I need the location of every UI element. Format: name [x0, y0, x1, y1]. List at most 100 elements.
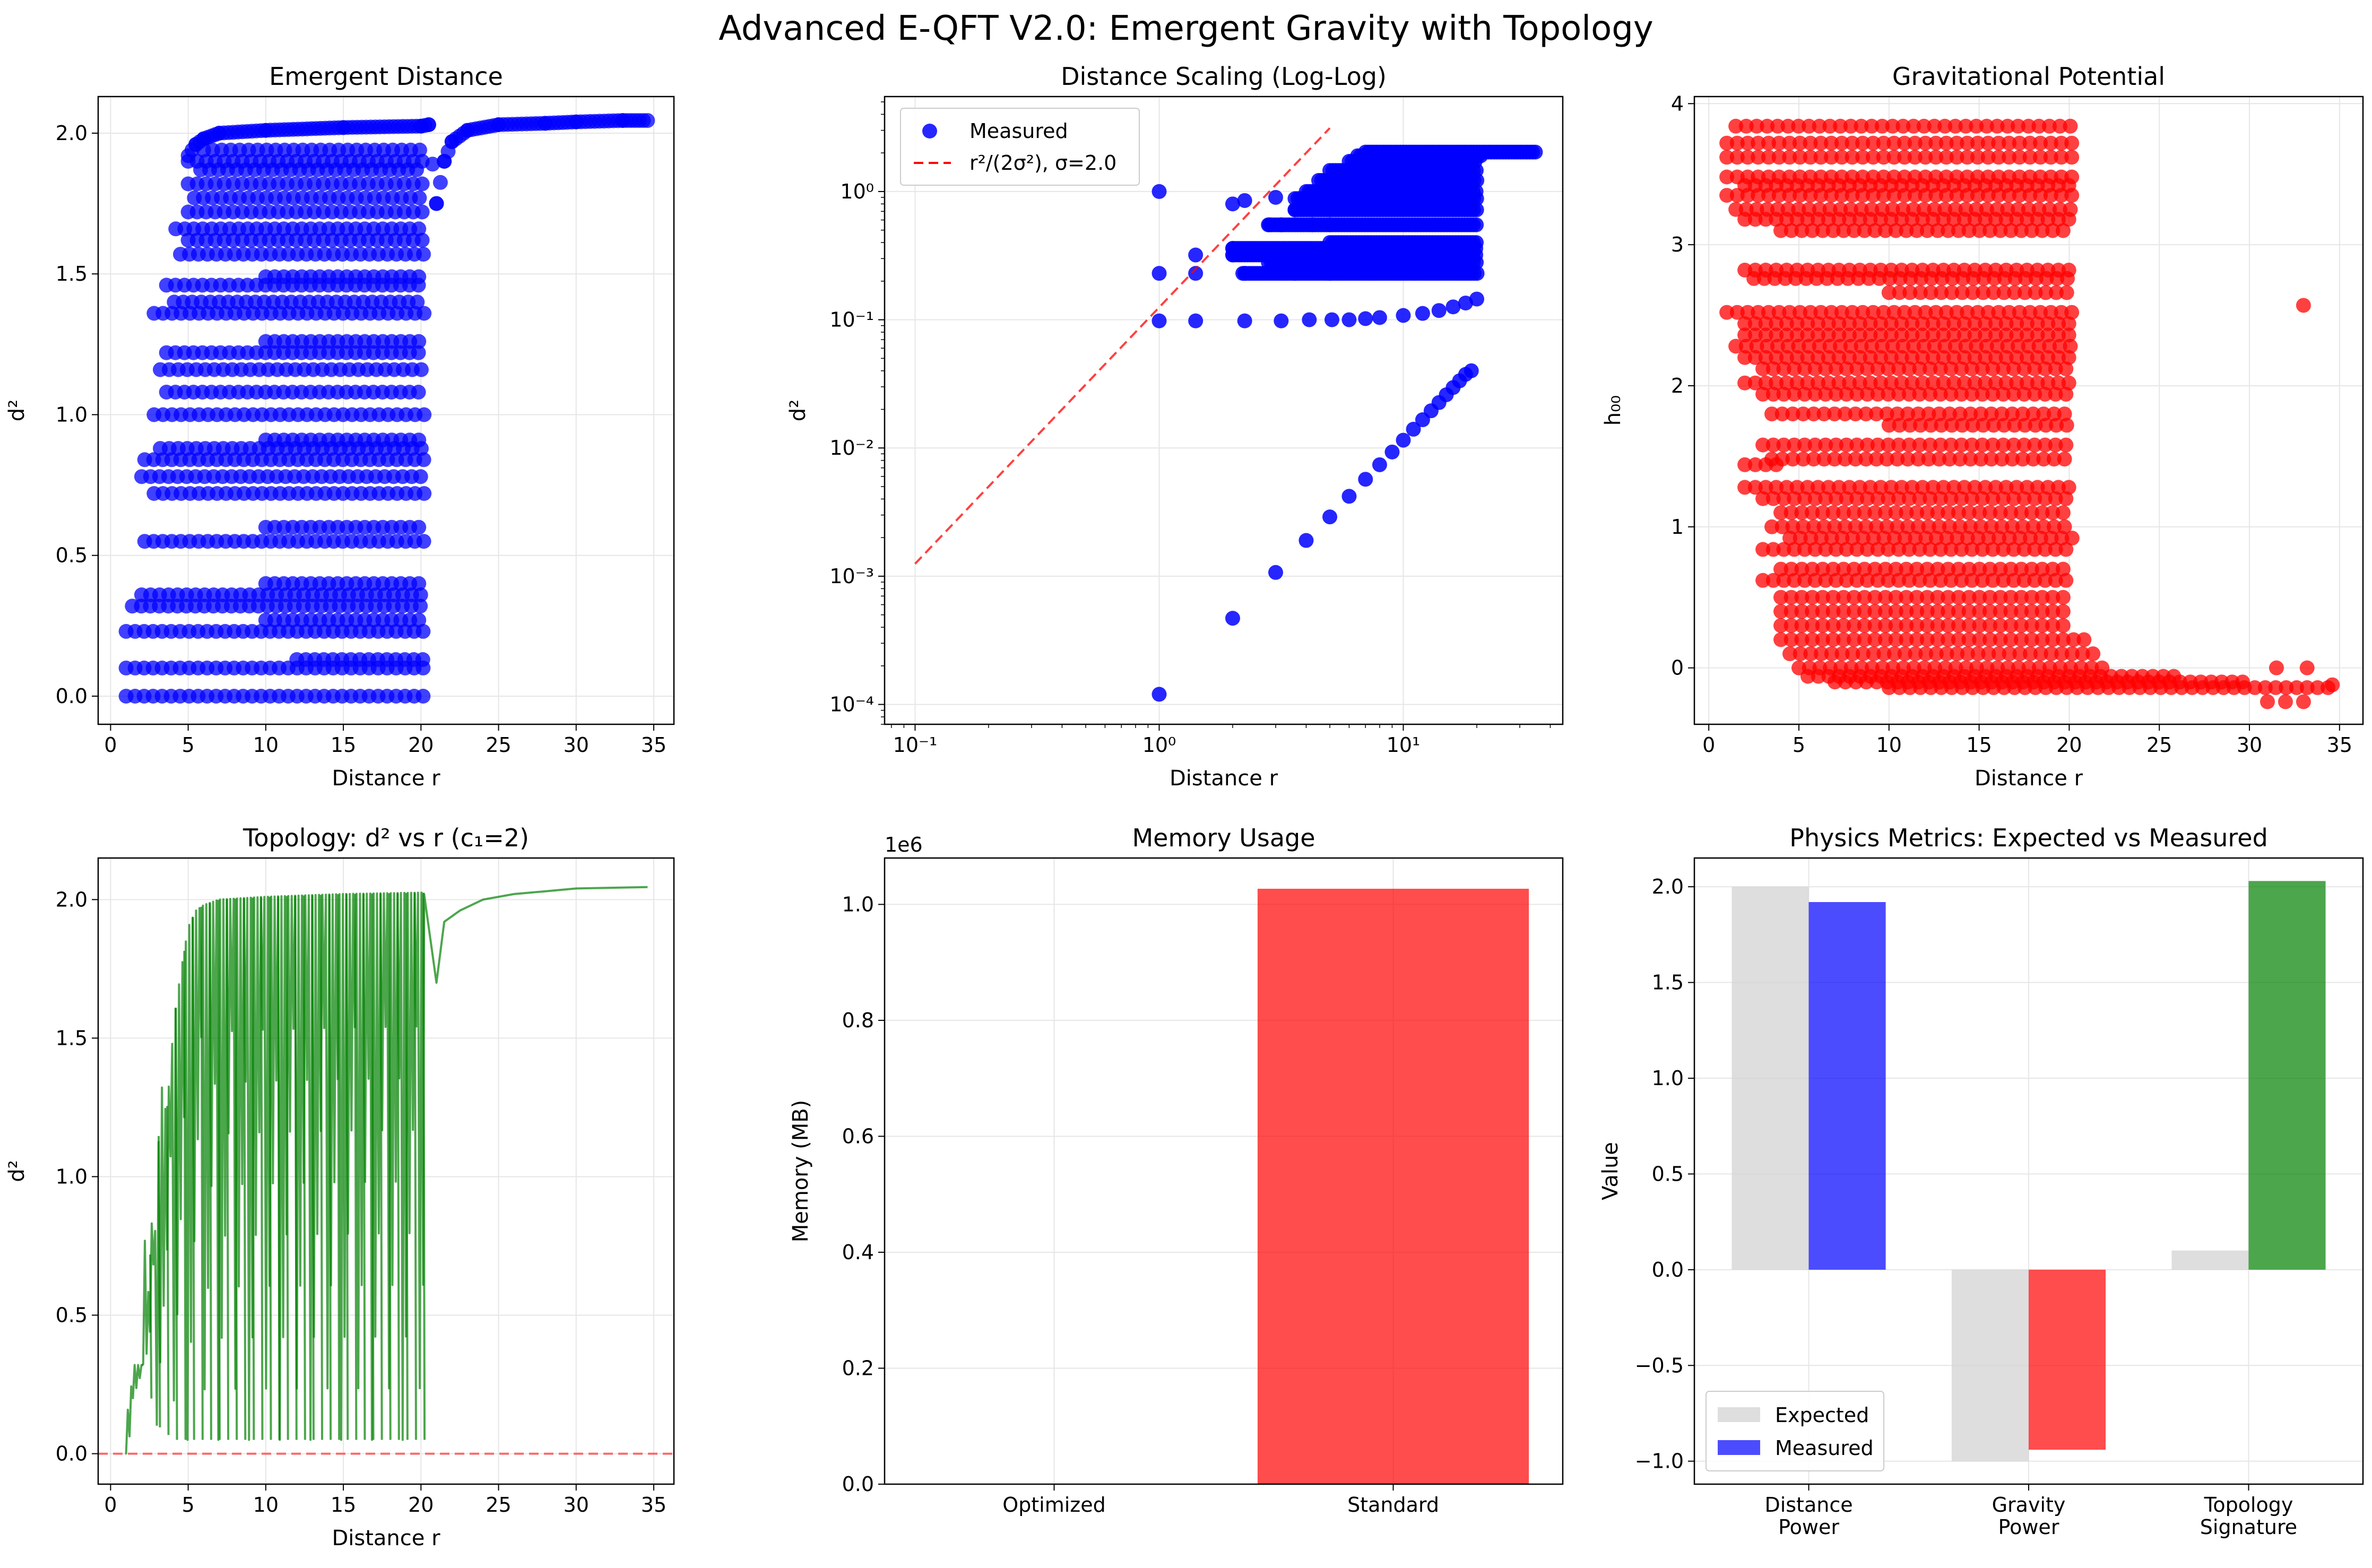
scatter-point [2046, 452, 2062, 467]
scatter-point [2132, 680, 2148, 695]
scatter-point [1954, 542, 1969, 557]
legend-label-measured: Measured [1775, 1436, 1874, 1460]
scatter-point [1964, 491, 1979, 506]
scatter-point [1821, 327, 1836, 343]
scatter-point [2045, 590, 2061, 605]
scatter-point [1860, 491, 1875, 506]
outlier-points [2260, 298, 2340, 709]
scatter-point [1225, 611, 1240, 626]
scatter-point [1912, 437, 1927, 453]
scatter-point [1885, 118, 1900, 134]
scatter-point [1458, 296, 1473, 311]
scatter-point [1845, 531, 1860, 546]
scatter-point [1738, 118, 1754, 134]
x-tick-label: 0 [104, 733, 117, 757]
scatter-point [1937, 339, 1953, 354]
scatter-point [1815, 561, 1830, 577]
scatter-point [2007, 680, 2022, 695]
scatter-point [1815, 590, 1830, 605]
scatter-point [1985, 542, 2001, 557]
scatter-point [1996, 542, 2011, 557]
scatter-point [1900, 406, 1916, 422]
scatter-point [1747, 457, 1763, 472]
scatter-point [1830, 271, 1845, 286]
scatter-point [1765, 573, 1781, 588]
y-tick-label: 3 [1671, 233, 1684, 256]
scatter-point [1852, 212, 1867, 227]
x-tick-label: Standard [1347, 1493, 1439, 1517]
panel-title: Emergent Distance [269, 62, 503, 91]
scatter-point [1918, 646, 1934, 662]
scatter-point [2015, 452, 2030, 467]
scatter-point [1719, 169, 1735, 185]
scatter-point [1287, 266, 1303, 281]
scatter-band [1773, 505, 2071, 521]
scatter-point [1740, 305, 1755, 320]
scatter-point [1865, 188, 1881, 203]
scatter-point [1961, 604, 1977, 619]
scatter-point [1789, 375, 1805, 391]
scatter-point [416, 452, 431, 467]
scatter-point [1947, 118, 1963, 134]
scatter-point [1870, 386, 1885, 402]
panel-title: Distance Scaling (Log-Log) [1061, 62, 1387, 91]
scatter-point [2027, 491, 2042, 506]
scatter-point [1863, 375, 1878, 391]
x-tick-label: Power [1998, 1515, 2059, 1539]
scatter-point [1816, 519, 1832, 534]
scatter-point [1910, 519, 1926, 534]
scatter-point [1755, 386, 1771, 402]
scatter-point [1879, 452, 1894, 467]
x-tick-label: 30 [2237, 733, 2262, 757]
scatter-point [1886, 305, 1902, 320]
scatter-point [1807, 491, 1823, 506]
scatter-point [1287, 202, 1303, 218]
scatter-point [1975, 542, 1990, 557]
scatter-point [1797, 437, 1812, 453]
y-axis-label: Memory (MB) [789, 1100, 813, 1243]
scatter-point [1906, 118, 1921, 134]
scatter-point [413, 587, 428, 602]
y-axis-label: Value [1598, 1142, 1623, 1200]
scatter-point [2064, 188, 2080, 203]
scatter-point [1944, 680, 1959, 695]
scatter-point [412, 190, 427, 205]
scatter-point [1839, 542, 1854, 557]
y-axis-label: d² [5, 400, 29, 421]
scatter-point [1815, 223, 1830, 238]
scatter-band [134, 587, 428, 602]
scatter-point [415, 623, 431, 639]
scatter-point [1188, 266, 1204, 281]
scatter-point [1837, 519, 1852, 534]
scatter-point [1747, 480, 1763, 495]
scatter-point [1869, 452, 1884, 467]
scatter-point [1814, 646, 1829, 662]
scatter-point [2043, 150, 2058, 165]
scatter-band [258, 432, 427, 448]
scatter-point [1372, 457, 1387, 472]
scatter-point [1998, 350, 2014, 365]
scatter-point [1888, 561, 1903, 577]
scatter-band [1755, 386, 2074, 402]
axes-frame [884, 857, 1564, 1485]
scatter-point [1769, 375, 1784, 391]
scatter-band [137, 452, 431, 467]
scatter-point [1904, 480, 1920, 495]
scatter-band [146, 407, 432, 422]
scatter-point [1846, 618, 1862, 633]
scatter-point [1874, 339, 1890, 354]
scatter-point [2009, 480, 2024, 495]
scatter-point [1954, 573, 1969, 588]
scatter-point [1894, 480, 1909, 495]
scatter-point [1854, 339, 1869, 354]
scatter-point [1996, 437, 2011, 453]
scatter-point [2014, 590, 2029, 605]
scatter-point [1789, 327, 1805, 343]
scatter-point [1980, 135, 1996, 151]
scatter-point [1928, 188, 1944, 203]
scatter-point [1866, 646, 1881, 662]
scatter-point [1983, 561, 1997, 577]
scatter-point [1858, 452, 1874, 467]
scatter-point [2000, 118, 2015, 134]
scatter-point [1973, 452, 1988, 467]
